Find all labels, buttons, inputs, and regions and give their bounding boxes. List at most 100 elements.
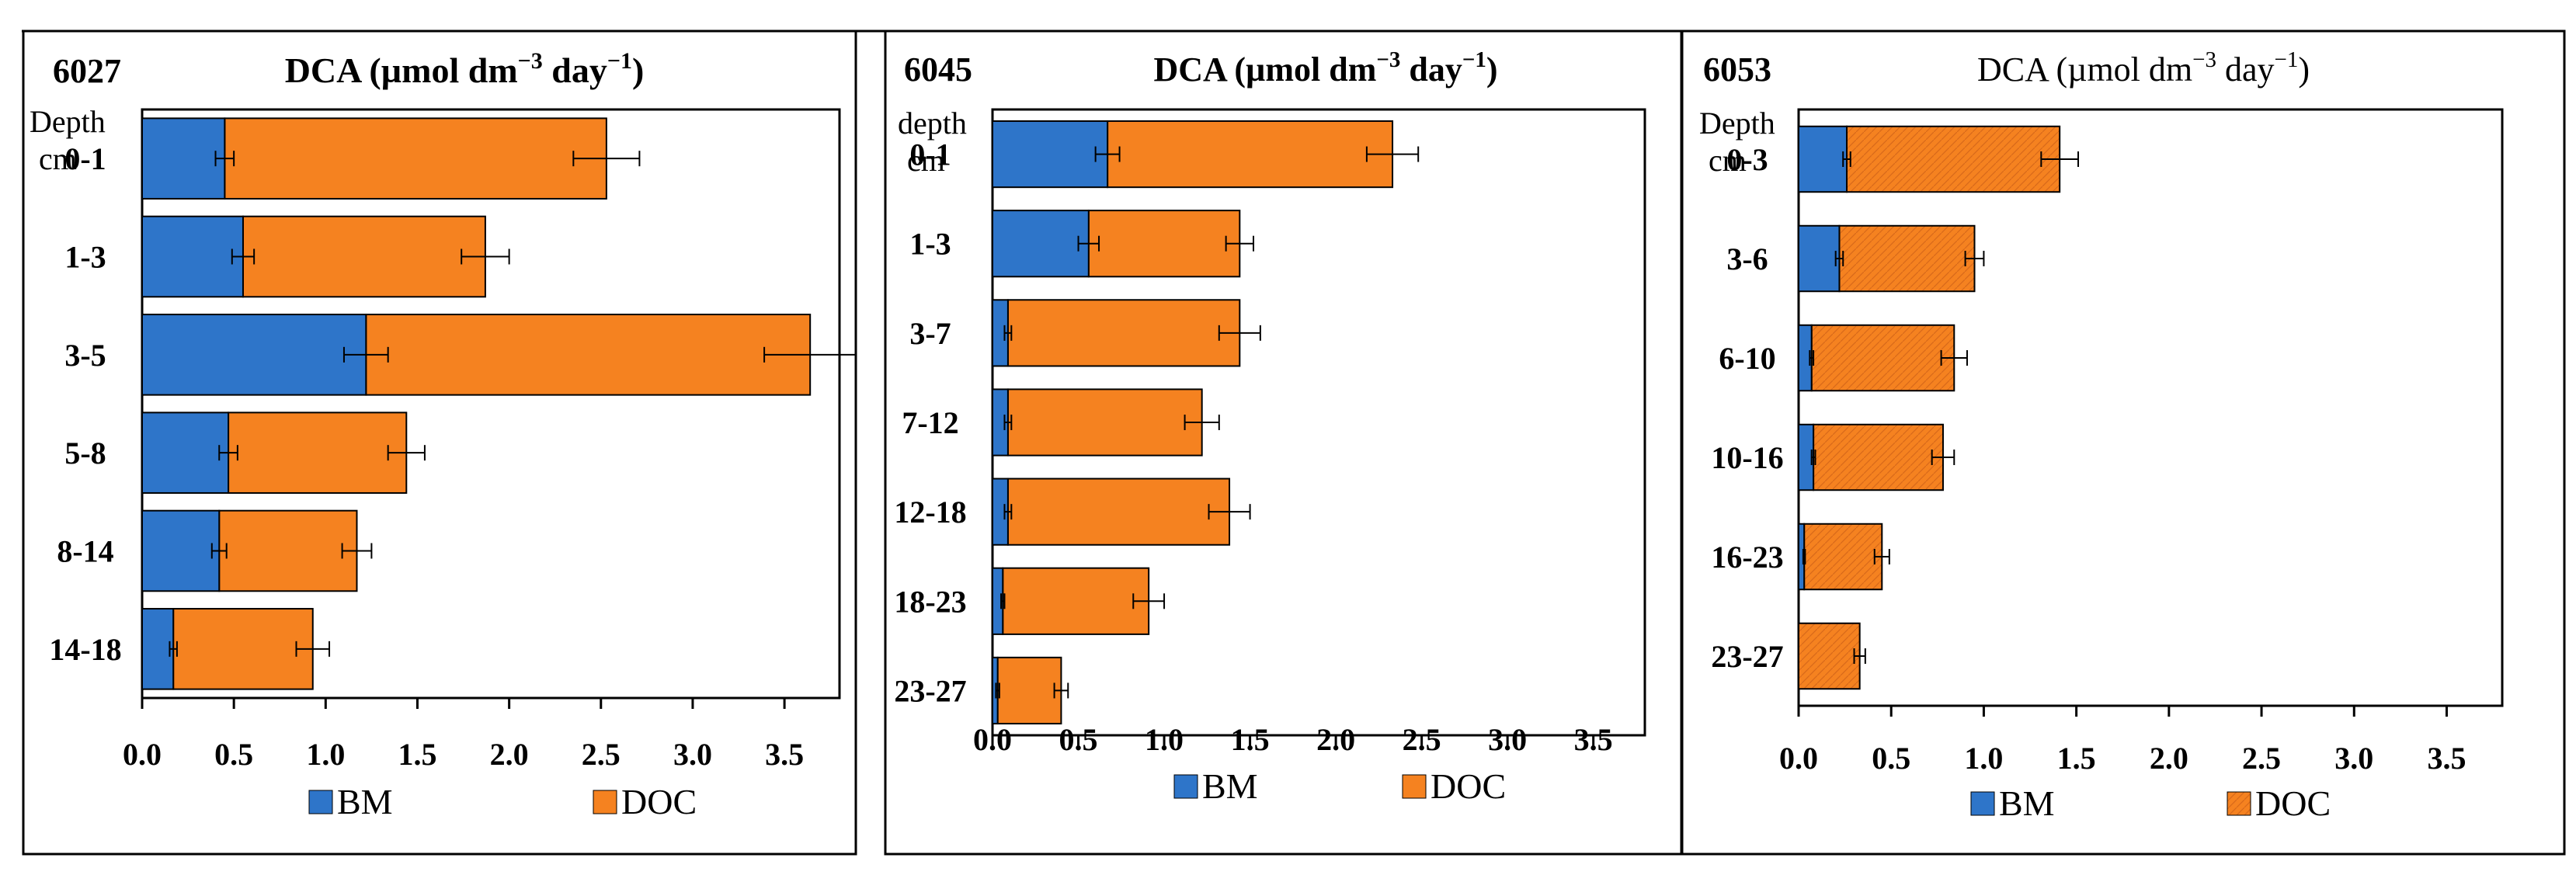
error-bar-bm <box>1802 549 1806 564</box>
bar-doc <box>172 608 314 690</box>
x-tick-label: 0.0 <box>1779 741 1818 776</box>
legend-swatch-bm <box>308 790 333 814</box>
category-label: 3-5 <box>64 338 106 373</box>
title-end: ) <box>1486 50 1498 89</box>
site-label: 6045 <box>904 50 972 89</box>
title-exp1: −3 <box>1376 47 1400 72</box>
title-mid: day <box>2216 50 2275 89</box>
category-label: 23-27 <box>894 673 966 708</box>
bar-doc <box>1006 388 1203 457</box>
legend-label-bm: BM <box>1202 766 1258 806</box>
bar-doc <box>242 215 486 298</box>
bar-doc <box>996 656 1062 725</box>
error-bar-doc <box>1873 549 1890 564</box>
category-label: 0-1 <box>64 141 106 176</box>
legend-swatch-doc <box>1402 774 1427 799</box>
category-label: 0-1 <box>909 137 951 172</box>
chart-title: DCA (µmol dm−3 day−1) <box>1153 47 1497 89</box>
x-tick-label: 0.0 <box>123 737 162 772</box>
legend-label-bm: BM <box>337 782 393 821</box>
x-tick-label: 1.0 <box>1145 722 1184 757</box>
title-main: DCA (µmol dm <box>1977 50 2192 89</box>
bar-bm <box>992 210 1090 278</box>
x-tick-label: 2.0 <box>2150 741 2188 776</box>
error-bar-bm <box>169 641 178 657</box>
bar-bm <box>141 117 226 200</box>
legend-swatch-bm <box>1173 774 1198 799</box>
ylabel-unit: cm <box>1709 143 1747 178</box>
category-label: 0-3 <box>1726 142 1768 177</box>
bar-doc <box>1813 423 1944 491</box>
bar-bm <box>141 412 230 494</box>
error-bar-doc <box>1940 350 1968 366</box>
error-bar-bm <box>218 445 238 461</box>
legend-swatch-bm <box>1970 791 1995 816</box>
error-bar-bm <box>1000 593 1006 609</box>
category-label: 1-3 <box>64 240 106 275</box>
x-tick-label: 2.5 <box>2242 741 2281 776</box>
bar-doc <box>1810 324 1955 392</box>
ylabel-unit: cm <box>39 141 77 176</box>
ylabel-depth: depth <box>898 106 967 141</box>
ylabel-unit: cm <box>907 143 945 178</box>
plot-area <box>141 108 841 700</box>
title-exp2: −1 <box>2275 47 2299 72</box>
x-tick-label: 1.5 <box>398 737 436 772</box>
bar-doc <box>1803 523 1883 591</box>
panel-border <box>22 30 857 856</box>
bar-bm <box>141 215 244 298</box>
bar-doc <box>218 509 358 592</box>
x-tick-label: 0.0 <box>973 722 1012 757</box>
x-tick-label: 2.5 <box>1403 722 1441 757</box>
x-tick-label: 2.0 <box>490 737 529 772</box>
bar-doc <box>1838 224 1976 293</box>
panel-border <box>1681 30 2566 856</box>
error-bar-doc <box>1208 504 1251 520</box>
legend-label-bm: BM <box>1999 783 2055 823</box>
error-bar-bm <box>1834 251 1844 266</box>
title-exp2: −1 <box>607 48 632 74</box>
error-bar-doc <box>1225 235 1254 252</box>
bar-doc <box>1798 622 1861 690</box>
bar-doc <box>224 117 607 200</box>
error-bar-doc <box>763 346 857 363</box>
error-bar-doc <box>1365 146 1420 162</box>
error-bar-doc <box>461 248 510 265</box>
error-bar-doc <box>1931 450 1955 465</box>
x-tick-label: 1.0 <box>1964 741 2003 776</box>
bar-bm <box>141 314 367 396</box>
x-tick-label: 3.5 <box>765 737 804 772</box>
error-bar-bm <box>1809 350 1815 366</box>
error-bar-bm <box>1094 146 1121 162</box>
x-tick-label: 1.0 <box>306 737 345 772</box>
bar-doc <box>1006 299 1241 367</box>
category-label: 16-23 <box>1711 540 1783 575</box>
x-tick-label: 0.5 <box>214 737 253 772</box>
legend-swatch-doc <box>593 790 617 814</box>
error-bar-doc <box>2040 151 2080 167</box>
x-tick-label: 1.5 <box>2057 741 2096 776</box>
plot-area <box>1797 108 2504 707</box>
chart-title: DCA (µmol dm−3 day−1) <box>1977 47 2310 89</box>
x-tick-label: 3.5 <box>1574 722 1613 757</box>
x-tick-label: 0.5 <box>1059 722 1098 757</box>
x-tick-label: 0.5 <box>1872 741 1910 776</box>
bar-doc <box>365 314 812 396</box>
legend-label-doc: DOC <box>621 782 697 821</box>
error-bar-bm <box>1077 235 1100 252</box>
title-mid: day <box>543 50 607 90</box>
category-label: 3-7 <box>909 316 951 351</box>
category-label: 18-23 <box>894 584 966 619</box>
error-bar-bm <box>214 151 235 167</box>
error-bar-bm <box>1842 151 1851 167</box>
title-exp1: −3 <box>518 48 543 74</box>
error-bar-doc <box>341 543 373 559</box>
site-label: 6027 <box>53 52 121 90</box>
chart-title: DCA (µmol dm−3 day−1) <box>285 48 645 90</box>
category-label: 6-10 <box>1719 341 1775 376</box>
bar-bm <box>992 120 1109 189</box>
